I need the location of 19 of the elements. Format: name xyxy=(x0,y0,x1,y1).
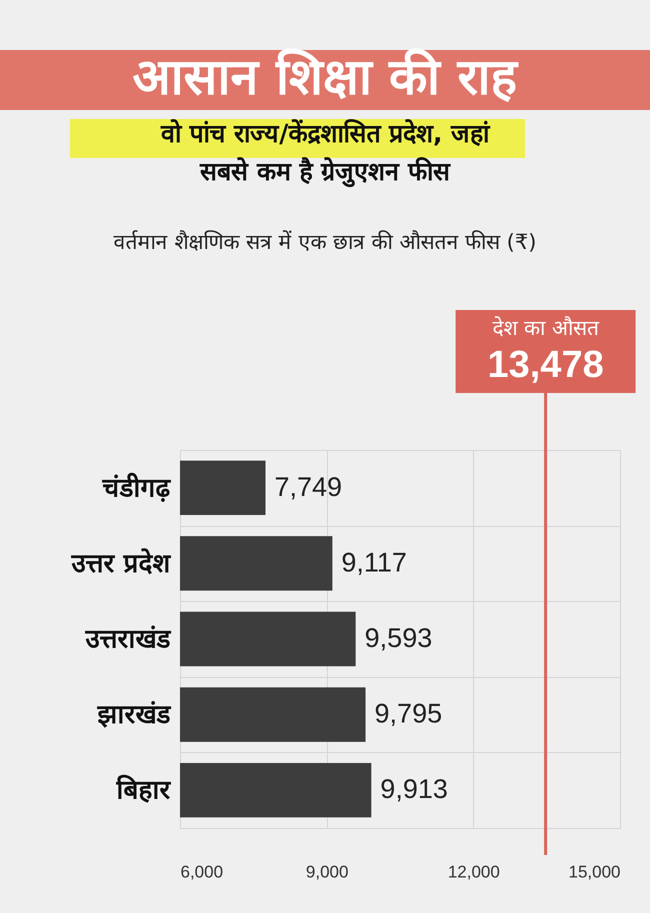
ref-line-label: 13,478 xyxy=(487,344,604,386)
text: देश का औसत xyxy=(492,316,600,340)
y-tick-label: उत्तराखंड xyxy=(84,624,172,654)
text: वर्तमान शैक्षणिक सत्र में एक छात्र की औसतन फीस (₹) xyxy=(114,230,536,254)
data-label: 9,795 xyxy=(374,698,442,729)
y-tick-label: उत्तर प्रदेश xyxy=(70,548,172,579)
x-tick-label: 15,000 xyxy=(568,862,620,882)
x-tick-label: 12,000 xyxy=(448,862,500,882)
x-tick-label: 9,000 xyxy=(306,862,348,882)
y-tick-label: झारखंड xyxy=(96,700,172,730)
chart-title: आसान शिक्षा की राह xyxy=(132,47,520,106)
data-label: 9,593 xyxy=(364,623,432,653)
y-tick-label: बिहार xyxy=(116,774,172,806)
data-label: 9,913 xyxy=(380,774,448,804)
y-tick-label: चंडीगढ़ xyxy=(102,472,172,504)
data-label: 7,749 xyxy=(274,472,342,502)
data-label: 9,117 xyxy=(341,547,407,578)
chart-subtitle: वो पांच राज्य/केंद्रशासित प्रदेश, जहां सबसे कम है ग्रेजुएशन फीस xyxy=(160,119,492,188)
x-tick-label: 6,000 xyxy=(180,862,224,882)
